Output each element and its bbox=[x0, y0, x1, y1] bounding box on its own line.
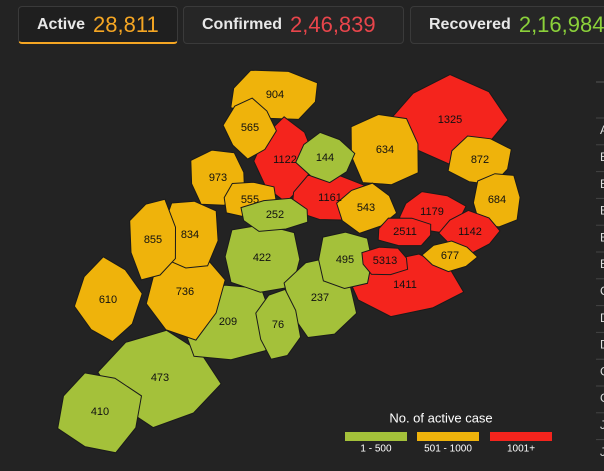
district bbox=[361, 246, 409, 276]
district-label: 1411 bbox=[393, 279, 417, 291]
district bbox=[318, 231, 373, 290]
side-item: B bbox=[600, 150, 604, 164]
side-item: J bbox=[600, 445, 604, 459]
district-label: 610 bbox=[99, 294, 117, 306]
side-item: G bbox=[600, 364, 604, 378]
district-label: 736 bbox=[176, 286, 194, 298]
district bbox=[447, 135, 512, 186]
tab-label: Confirmed bbox=[202, 16, 282, 33]
tab-value: 2,46,839 bbox=[290, 12, 376, 37]
district-label: 973 bbox=[209, 172, 227, 184]
district bbox=[222, 97, 277, 160]
side-item: B bbox=[600, 230, 604, 244]
tab-recovered[interactable]: Recovered 2,16,984 bbox=[410, 6, 604, 44]
side-item: D bbox=[600, 338, 604, 352]
district-label: 410 bbox=[91, 406, 109, 418]
tab-value: 28,811 bbox=[93, 11, 159, 37]
district-label: 904 bbox=[266, 89, 284, 101]
district-label: 76 bbox=[272, 319, 284, 331]
tab-active[interactable]: Active 28,811 bbox=[18, 6, 178, 44]
district-label: 1122 bbox=[273, 154, 297, 166]
side-item: B bbox=[600, 177, 604, 191]
district bbox=[377, 217, 432, 247]
district bbox=[421, 240, 479, 273]
side-item: J bbox=[600, 418, 604, 432]
legend-label: 501 - 1000 bbox=[424, 444, 472, 455]
district bbox=[295, 131, 356, 184]
district-label: 834 bbox=[181, 229, 199, 241]
district-label: 1142 bbox=[458, 226, 482, 238]
side-item: C bbox=[600, 284, 604, 298]
legend-label: 1001+ bbox=[507, 444, 535, 455]
district-label: 543 bbox=[357, 202, 375, 214]
legend-title: No. of active case bbox=[389, 410, 492, 425]
district-label: 1179 bbox=[420, 206, 444, 218]
tab-label: Active bbox=[37, 15, 86, 33]
district-label: 677 bbox=[441, 250, 459, 262]
district-label: 473 bbox=[151, 372, 169, 384]
district-label: 2511 bbox=[393, 226, 417, 238]
district-label: 872 bbox=[471, 154, 489, 166]
legend-label: 1 - 500 bbox=[360, 444, 392, 455]
district-label: 5313 bbox=[373, 255, 397, 267]
district-label: 1161 bbox=[318, 192, 342, 204]
district-label: 495 bbox=[336, 254, 354, 266]
district bbox=[73, 256, 143, 343]
side-item: B bbox=[600, 257, 604, 271]
tab-confirmed[interactable]: Confirmed 2,46,839 bbox=[183, 6, 404, 44]
legend-swatch bbox=[417, 432, 479, 441]
district-label: 209 bbox=[219, 316, 237, 328]
district bbox=[336, 182, 398, 234]
district bbox=[240, 197, 309, 232]
district-label: 252 bbox=[266, 209, 284, 221]
side-item: B bbox=[600, 204, 604, 218]
tab-label: Recovered bbox=[429, 16, 511, 33]
side-item: A bbox=[600, 123, 604, 137]
legend-swatch bbox=[345, 432, 407, 441]
district-label: 684 bbox=[488, 194, 506, 206]
district-label: 237 bbox=[311, 292, 329, 304]
side-item: D bbox=[600, 311, 604, 325]
legend-swatch bbox=[490, 432, 552, 441]
tab-value: 2,16,984 bbox=[518, 12, 604, 37]
district bbox=[224, 224, 301, 293]
district-label: 634 bbox=[376, 144, 394, 156]
district bbox=[255, 288, 302, 360]
district-label: 555 bbox=[241, 194, 259, 206]
side-item: G bbox=[600, 391, 604, 405]
district bbox=[350, 113, 419, 186]
district-label: 144 bbox=[316, 152, 334, 164]
district-label: 855 bbox=[144, 234, 162, 246]
district bbox=[57, 372, 143, 454]
district-label: 565 bbox=[241, 122, 259, 134]
district bbox=[129, 198, 177, 281]
district-label: 1325 bbox=[438, 114, 462, 126]
district-label: 422 bbox=[253, 252, 271, 264]
